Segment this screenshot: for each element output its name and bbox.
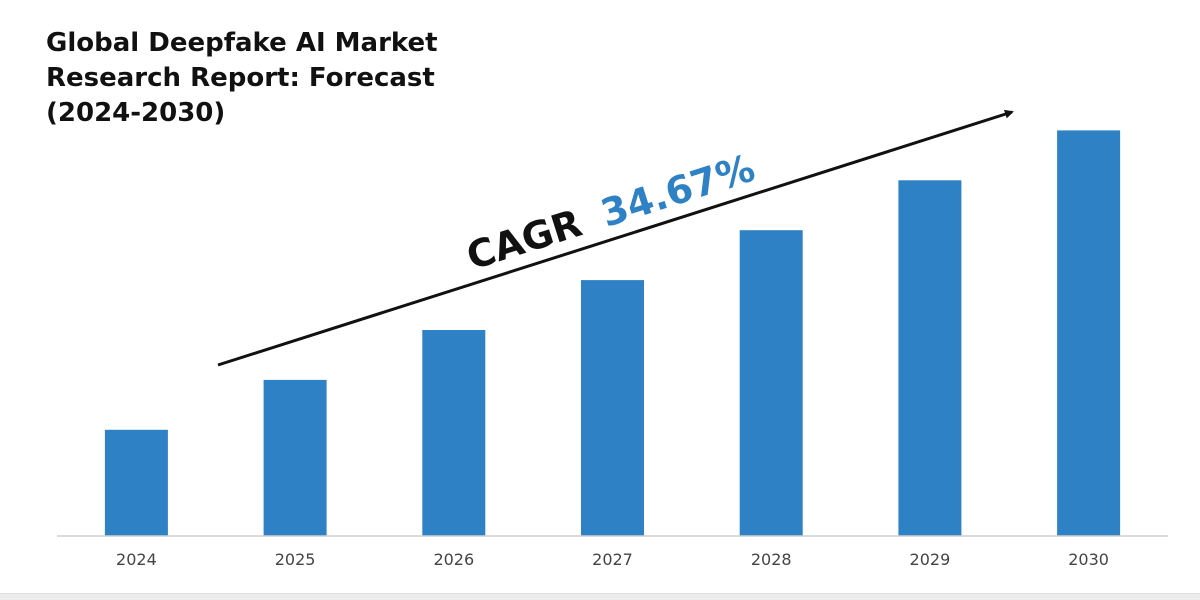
bar-2026 [422,330,486,536]
bar-2027 [581,280,644,536]
x-tick-label-2028: 2028 [751,550,792,569]
x-tick-label-2027: 2027 [592,550,633,569]
x-tick-labels: 2024 2025 2026 2027 2028 2029 2030 [116,550,1109,569]
bar-2025 [263,379,327,536]
x-tick-label-2025: 2025 [275,550,316,569]
bar-2024 [104,429,168,536]
bars-group [104,130,1121,537]
chart-title: Global Deepfake AI Market Research Repor… [46,28,438,128]
x-tick-label-2029: 2029 [910,550,951,569]
bar-2028 [739,230,803,536]
cagr-trend-arrow [217,109,1014,367]
bar-2029 [898,180,962,537]
cagr-value: 34.67% [596,146,760,236]
cagr-annotation: CAGR 34.67% [461,146,759,279]
bar-2030 [1057,130,1121,536]
x-tick-label-2024: 2024 [116,550,157,569]
x-tick-label-2030: 2030 [1068,550,1109,569]
bottom-border [0,593,1200,600]
x-tick-label-2026: 2026 [433,550,474,569]
